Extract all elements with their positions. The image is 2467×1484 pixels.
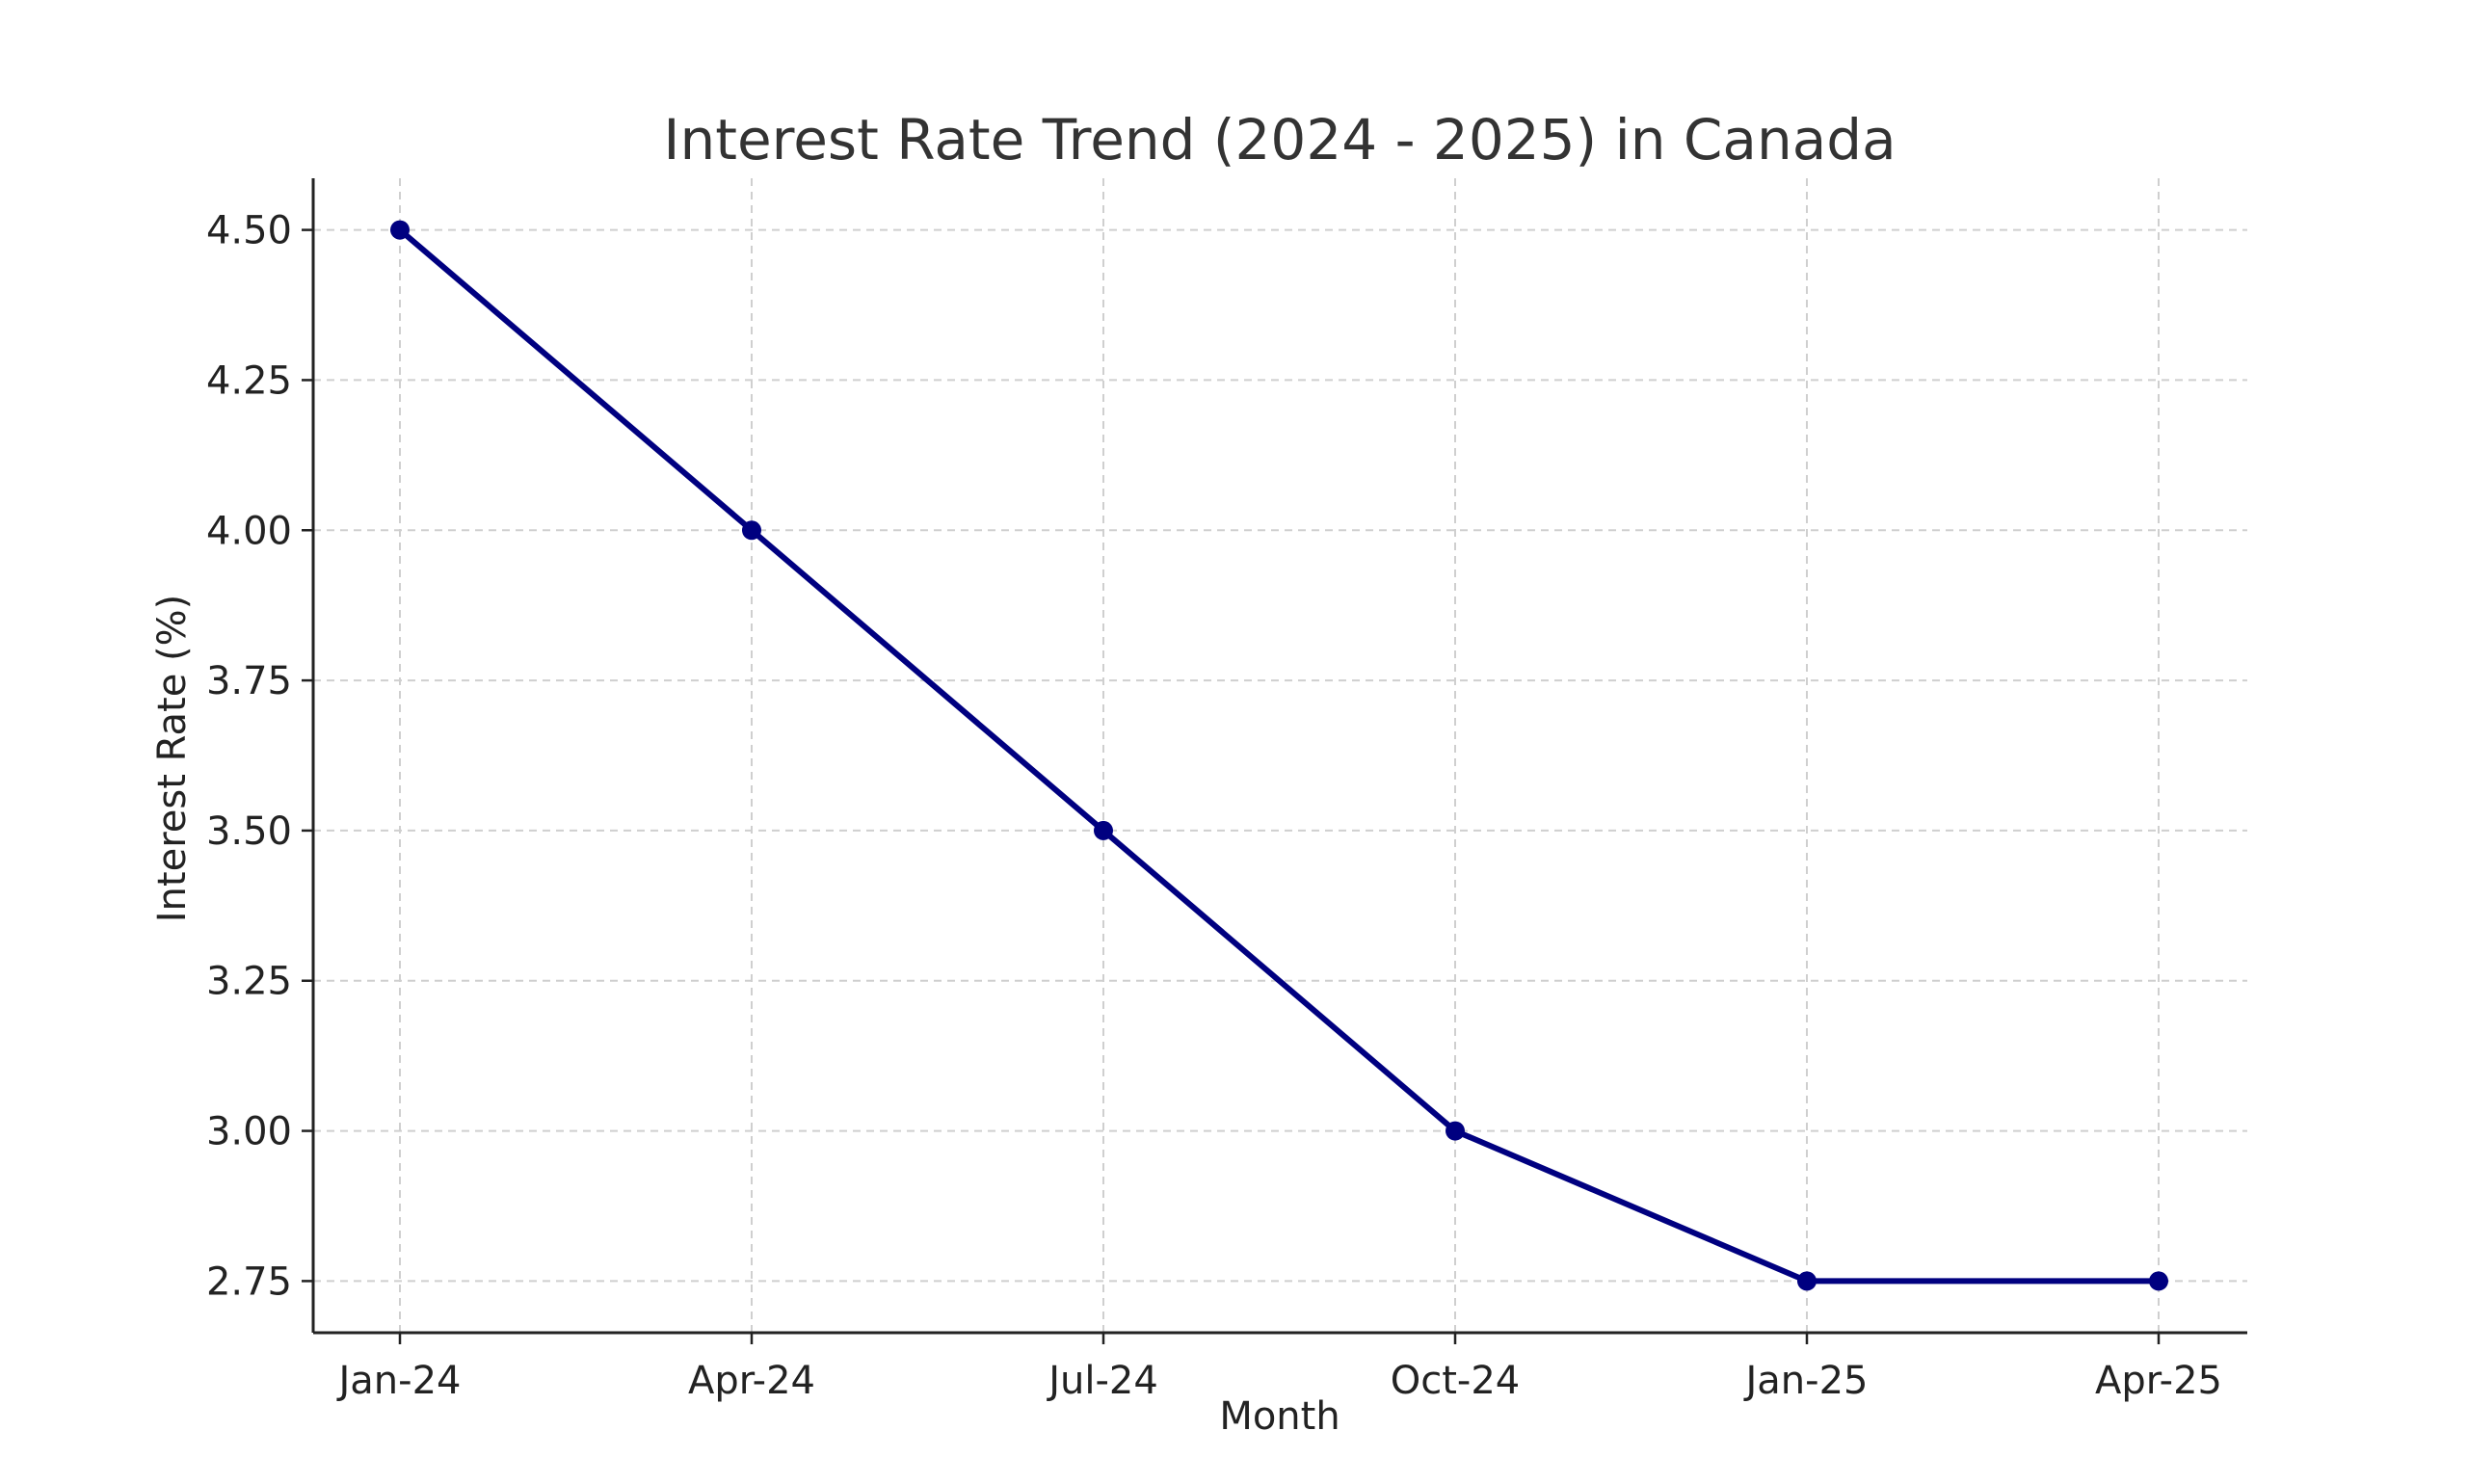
series-line: [397, 226, 2162, 1285]
data-point: [390, 220, 410, 240]
y-tick-label: 3.25: [206, 960, 292, 1004]
y-tick-label: 3.00: [206, 1110, 292, 1154]
x-tick-label: Jan-25: [1743, 1359, 1869, 1403]
series-layer: [390, 220, 2168, 1291]
x-tick-label: Apr-24: [688, 1359, 815, 1403]
data-point: [1797, 1271, 1817, 1291]
y-tick-label: 4.50: [206, 209, 292, 253]
data-point: [1094, 820, 1113, 840]
x-tick-label: Jan-24: [336, 1359, 462, 1403]
data-point: [742, 520, 761, 541]
ticks-layer: 2.75 3.00 3.25 3.50 3.75 4.00 4.25 4.50 Jan-24 Ap…: [206, 209, 2222, 1403]
data-point: [2149, 1271, 2168, 1291]
y-tick-label: 3.75: [206, 659, 292, 703]
x-tick-label: Oct-24: [1391, 1359, 1521, 1403]
grid-layer: [313, 178, 2247, 1333]
axes-layer: [311, 178, 2247, 1335]
x-axis-label: Month: [1219, 1394, 1340, 1439]
x-tick-label: Apr-25: [2095, 1359, 2222, 1403]
y-axis-label: Interest Rate (%): [150, 595, 195, 923]
y-tick-label: 4.25: [206, 358, 292, 403]
y-tick-label: 2.75: [206, 1259, 292, 1304]
y-tick-label: 4.00: [206, 509, 292, 553]
x-tick-label: Jul-24: [1046, 1359, 1158, 1403]
chart-title: Interest Rate Trend (2024 - 2025) in Can…: [663, 107, 1896, 172]
data-point: [1446, 1121, 1465, 1141]
y-tick-label: 3.50: [206, 809, 292, 854]
